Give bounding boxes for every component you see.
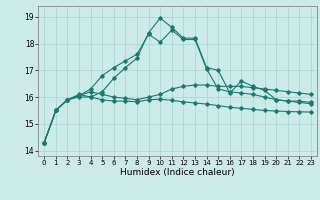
X-axis label: Humidex (Indice chaleur): Humidex (Indice chaleur) [120,168,235,177]
